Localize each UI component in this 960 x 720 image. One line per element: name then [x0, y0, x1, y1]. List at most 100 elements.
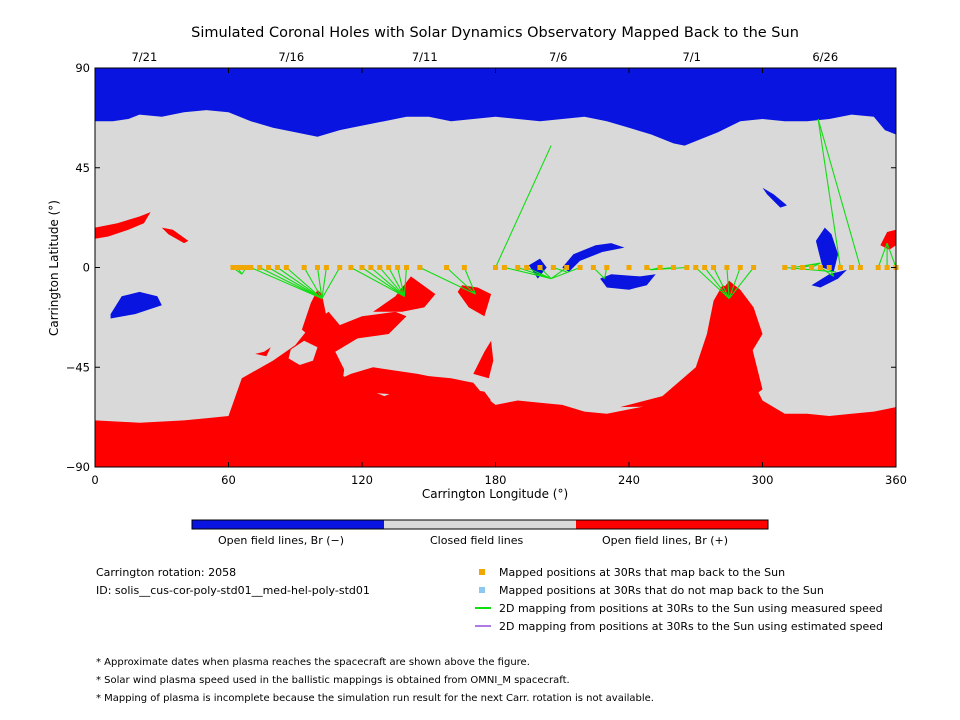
y-axis-label: Carrington Latitude (°): [47, 200, 61, 336]
color-bar-segment-0: [192, 520, 384, 529]
mapping-line-38: [713, 267, 730, 299]
mapping-line-25: [526, 266, 552, 280]
negative-coronal-hole-1: [562, 243, 625, 272]
mapped-point-39: [702, 265, 708, 270]
mapped-point-37: [684, 265, 690, 270]
mapped-point-47: [808, 265, 814, 270]
mapping-line-23: [504, 266, 552, 280]
mapped-point-20: [417, 265, 423, 270]
mapping-line-4: [259, 267, 323, 300]
north-polar-coronal-hole: [95, 68, 896, 146]
x-tick-label-360: 360: [885, 473, 907, 487]
mapped-point-28: [550, 265, 556, 270]
mapped-point-42: [737, 265, 743, 270]
mapping-line-21: [463, 267, 476, 295]
plot-area: [94, 67, 899, 468]
negative-coronal-hole-5: [815, 227, 839, 272]
y-tick-label--90: −90: [66, 460, 90, 474]
model-id: ID: solis__cus-cor-poly-std01__med-hel-p…: [96, 584, 370, 597]
mapping-line-3: [250, 266, 323, 300]
mapped-point-11: [323, 265, 329, 270]
chart-title: Simulated Coronal Holes with Solar Dynam…: [191, 25, 799, 41]
y-tick-label-90: 90: [75, 61, 90, 75]
mapped-point-38: [693, 265, 699, 270]
mapped-point-34: [644, 265, 650, 270]
mapped-point-0: [230, 265, 236, 270]
mapping-line-40: [728, 267, 741, 299]
mapped-point-33: [626, 265, 632, 270]
mapped-point-26: [524, 265, 530, 270]
x-tick-label-300: 300: [752, 473, 774, 487]
mapped-point-41: [724, 265, 730, 270]
legend-mapped-symbol: [479, 569, 485, 575]
mapped-point-1: [234, 265, 240, 270]
legend-unmapped-label: Mapped positions at 30Rs that do not map…: [499, 584, 824, 597]
mapped-point-46: [800, 265, 806, 270]
mapped-point-35: [657, 265, 663, 270]
mapping-line-13: [361, 267, 405, 297]
mapping-line-29: [550, 266, 581, 280]
mapped-point-8: [283, 265, 289, 270]
mapped-point-5: [257, 265, 263, 270]
mapped-point-6: [266, 265, 272, 270]
mapped-point-10: [315, 265, 320, 270]
colorbar-label-closed: Closed field lines: [430, 534, 524, 547]
date-label-2: 7/11: [412, 50, 438, 64]
positive-extension-0: [228, 311, 407, 416]
mapping-line-36: [695, 267, 730, 299]
y-tick-label-45: 45: [75, 161, 90, 175]
mapping-line-9: [316, 267, 323, 299]
mapping-line-52: [886, 242, 897, 268]
x-axis: 0 60 120 180 240 300 360: [91, 68, 907, 487]
mapped-point-22: [461, 265, 467, 270]
colorbar-label-positive: Open field lines, Br (+): [602, 534, 729, 547]
mapped-point-18: [395, 265, 401, 270]
mapped-point-32: [604, 265, 610, 270]
date-label-3: 7/6: [549, 50, 568, 64]
mapped-point-53: [875, 265, 881, 270]
mapped-point-40: [711, 265, 717, 270]
color-bar-frame: [191, 519, 769, 530]
positive-coronal-hole-7: [880, 229, 896, 250]
mapped-point-19: [404, 265, 409, 270]
south-polar-coronal-hole: [95, 307, 896, 467]
mapped-point-21: [444, 265, 450, 270]
mapped-point-2: [239, 265, 245, 270]
mapped-point-25: [515, 265, 521, 270]
mapping-line-5: [268, 267, 323, 300]
legend-mapped-label: Mapped positions at 30Rs that map back t…: [499, 566, 786, 579]
note-dates: * Approximate dates when plasma reaches …: [96, 657, 530, 668]
mapped-point-4: [248, 265, 254, 270]
mapping-line-35: [651, 266, 687, 271]
negative-coronal-hole-4: [811, 269, 847, 288]
mapping-line-7: [285, 267, 323, 299]
mapping-line-10: [321, 267, 327, 299]
mapped-point-27: [537, 265, 543, 270]
mapping-line-22: [494, 145, 552, 268]
legend-measured-line: [475, 607, 491, 609]
mapping-line-49: [817, 118, 861, 268]
mapping-line-24: [517, 266, 552, 280]
color-bar: [191, 519, 769, 530]
date-label-0: 7/21: [131, 50, 157, 64]
positive-extension-2: [317, 367, 492, 401]
x-tick-label-180: 180: [485, 473, 507, 487]
mapping-line-48: [817, 118, 841, 268]
mapped-point-30: [577, 265, 583, 270]
mapped-point-48: [817, 265, 823, 270]
mapping-line-16: [388, 267, 405, 297]
mapped-point-29: [564, 265, 570, 270]
mapped-point-43: [751, 265, 757, 270]
carrington-rotation: Carrington rotation: 2058: [96, 566, 237, 579]
mapping-line-28: [550, 267, 568, 280]
x-tick-label-240: 240: [618, 473, 640, 487]
mapping-line-20: [446, 267, 476, 295]
mapping-line-39: [726, 267, 730, 299]
mapping-line-15: [379, 267, 405, 297]
mapped-point-24: [501, 265, 507, 270]
mapped-point-12: [337, 265, 343, 270]
mapping-line-18: [403, 267, 408, 297]
mapped-point-3: [243, 265, 249, 270]
mapped-point-15: [368, 265, 374, 270]
mapping-line-41: [728, 267, 755, 299]
